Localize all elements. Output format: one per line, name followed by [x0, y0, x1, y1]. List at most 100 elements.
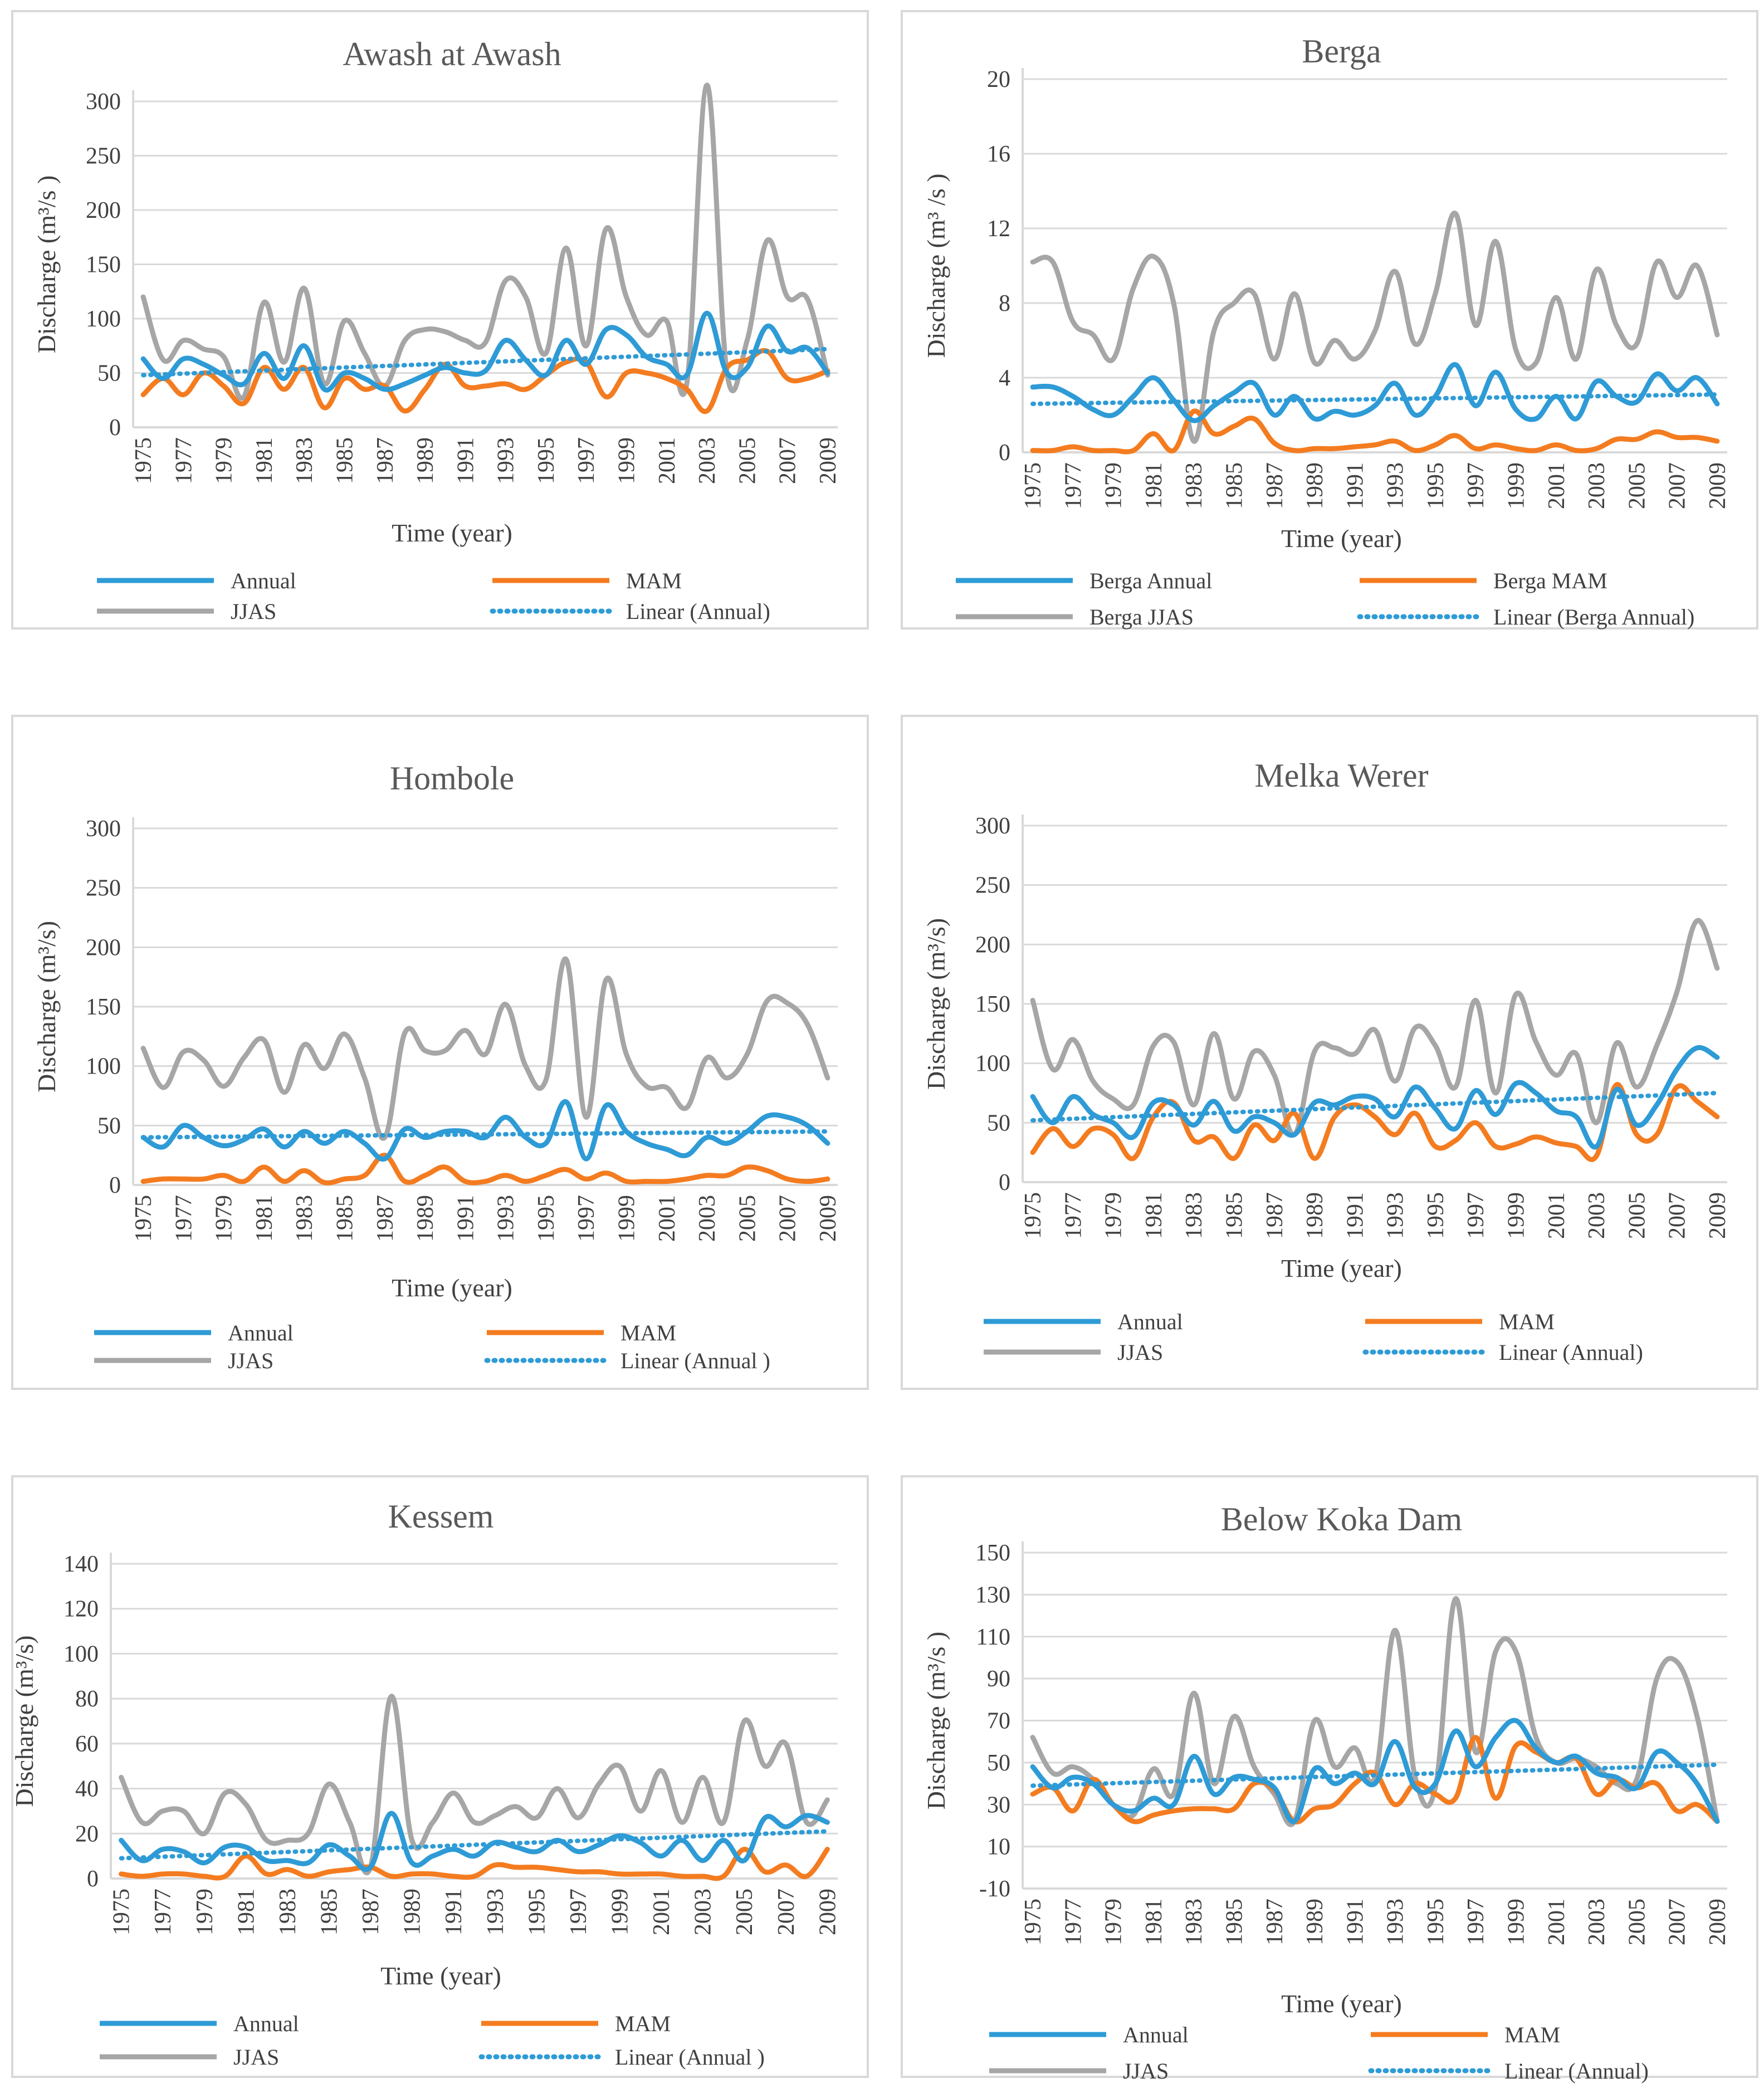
x-tick-label: 1983: [1181, 462, 1207, 509]
y-tick-label: 250: [975, 873, 1010, 899]
x-tick-label: 1983: [1181, 1899, 1207, 1945]
x-axis-label: Time (year): [380, 1962, 501, 1990]
x-tick-label: 2001: [1544, 462, 1570, 509]
x-tick-label: 1981: [233, 1889, 259, 1935]
y-tick-label: 50: [97, 361, 121, 387]
chart-svg: Kessem 0 20 40 60 80 100 120 140 1975 1977 1979 1981…: [10, 1498, 841, 2070]
legend-label-jjas: JJAS: [1123, 2058, 1169, 2084]
legend-label-annual: Berga Annual: [1089, 568, 1212, 593]
x-tick-label: 1983: [292, 1195, 317, 1242]
x-tick-label: 1995: [1423, 1899, 1449, 1945]
chart-panel-berga: Berga 0 4 8 12 16 20 1975 1977 1979 1981 1983 1985 19…: [901, 10, 1758, 630]
x-tick-label: 1975: [131, 1195, 157, 1242]
y-tick-label: 50: [987, 1750, 1010, 1776]
x-tick-label: 1983: [275, 1889, 301, 1935]
x-tick-label: 1975: [131, 437, 157, 484]
x-tick-label: 1993: [1383, 1192, 1409, 1239]
x-tick-label: 2005: [1624, 462, 1650, 509]
series-line-jjas: [1030, 1596, 1720, 1827]
x-tick-label: 1997: [574, 437, 599, 484]
chart-panel-below-koka-dam: Below Koka Dam -10 10 30 50 70 90 110 130 150 1975…: [901, 1475, 1758, 2084]
y-tick-label: 50: [97, 1113, 121, 1139]
chart-panel-kessem: Kessem 0 20 40 60 80 100 120 140 1975 1977 1979 1981…: [10, 1475, 869, 2078]
legend-label-annual: Annual: [228, 1320, 294, 1345]
x-tick-label: 1985: [333, 437, 358, 484]
chart-title: Melka Werer: [1254, 757, 1428, 794]
legend: Berga Annual Berga MAM Berga JJAS Linear (B…: [956, 568, 1694, 630]
series-line-jjas: [140, 82, 830, 401]
x-tick-label: 1985: [1222, 1899, 1248, 1945]
x-tick-label: 2005: [1624, 1899, 1650, 1945]
chart-title: Awash at Awash: [343, 36, 561, 72]
x-axis-label: Time (year): [1281, 524, 1402, 553]
legend-label-linear: Linear (Annual ): [620, 1348, 770, 1373]
x-tick-label: 1991: [1342, 1899, 1368, 1945]
chart-svg: Below Koka Dam -10 10 30 50 70 90 110 130 150 1975…: [922, 1501, 1731, 2084]
legend-label-jjas: JJAS: [228, 1348, 273, 1373]
y-tick-label: 200: [975, 932, 1010, 958]
x-tick-label: 1987: [358, 1889, 384, 1935]
x-tick-label: 1991: [453, 1195, 478, 1242]
trend-line: [141, 347, 830, 378]
y-tick-label: 130: [975, 1582, 1010, 1608]
series-line-jjas: [140, 957, 830, 1141]
legend-label-mam: Berga MAM: [1493, 568, 1607, 593]
x-tick-label: 1991: [453, 437, 478, 484]
x-tick-label: 2003: [1584, 1192, 1610, 1239]
y-tick-label: 70: [987, 1709, 1010, 1734]
y-tick-label: 8: [999, 291, 1010, 316]
y-tick-label: 300: [86, 816, 121, 842]
x-tick-label: 1989: [413, 437, 438, 484]
x-tick-label: 1991: [1342, 1192, 1368, 1239]
legend-label-mam: MAM: [626, 568, 682, 593]
y-tick-label: 150: [86, 252, 121, 278]
trend-line: [141, 1129, 830, 1140]
x-tick-label: 1993: [493, 437, 519, 484]
x-tick-label: 2005: [735, 1195, 760, 1242]
series-line-mam: [119, 1847, 830, 1881]
x-tick-label: 1979: [212, 1195, 237, 1242]
x-tick-label: 2001: [1544, 1192, 1570, 1239]
legend: Annual MAM JJAS Linear (Annual): [984, 1309, 1643, 1365]
legend-label-linear: Linear (Annual): [1499, 1340, 1643, 1365]
y-tick-label: 16: [987, 142, 1010, 167]
x-tick-label: 1991: [441, 1889, 467, 1935]
y-tick-label: 0: [109, 415, 121, 441]
x-tick-label: 2007: [775, 437, 801, 484]
y-tick-label: 20: [75, 1821, 99, 1847]
x-tick-label: 1979: [1101, 1899, 1127, 1945]
y-tick-label: 50: [987, 1110, 1010, 1136]
chart-svg: Melka Werer 0 50 100 150 200 250 300 1975 1977 197…: [922, 757, 1731, 1365]
x-tick-label: 1995: [524, 1889, 550, 1935]
x-tick-label: 1995: [534, 437, 559, 484]
x-tick-label: 2005: [735, 437, 760, 484]
legend-label-mam: MAM: [620, 1320, 676, 1345]
x-tick-label: 1981: [1141, 462, 1167, 509]
x-tick-label: 2001: [654, 437, 680, 484]
trend-line: [1030, 392, 1719, 406]
x-tick-label: 2009: [815, 1889, 841, 1935]
legend-label-linear: Linear (Annual): [1504, 2058, 1649, 2084]
x-tick-label: 1977: [1061, 1899, 1086, 1945]
y-tick-label: 150: [975, 1540, 1010, 1566]
x-tick-label: 2001: [649, 1889, 675, 1935]
y-tick-label: 120: [63, 1597, 99, 1622]
chart-panel-hombole: Hombole 0 50 100 150 200 250 300 1975 1977 1979 198…: [11, 715, 869, 1390]
x-tick-label: 1993: [483, 1889, 509, 1935]
x-tick-label: 1985: [317, 1889, 343, 1935]
x-tick-label: 1977: [150, 1889, 176, 1935]
chart-svg: Hombole 0 50 100 150 200 250 300 1975 1977 1979 198…: [32, 760, 841, 1373]
legend-label-annual: Annual: [233, 2011, 299, 2036]
x-tick-label: 1995: [1423, 462, 1449, 509]
x-tick-label: 1999: [614, 437, 640, 484]
x-tick-label: 1989: [1302, 1192, 1328, 1239]
series-line-mam: [1030, 1735, 1720, 1824]
x-tick-label: 1993: [493, 1195, 519, 1242]
x-tick-label: 1975: [1020, 462, 1046, 509]
y-axis-label: Discharge (m³ /s ): [922, 173, 950, 358]
x-tick-label: 1979: [1101, 1192, 1127, 1239]
series-line-jjas: [1030, 211, 1720, 444]
x-tick-label: 1989: [413, 1195, 438, 1242]
y-tick-label: 200: [86, 198, 121, 223]
chart-panel-melka-werer: Melka Werer 0 50 100 150 200 250 300 1975 1977 197…: [901, 715, 1758, 1390]
